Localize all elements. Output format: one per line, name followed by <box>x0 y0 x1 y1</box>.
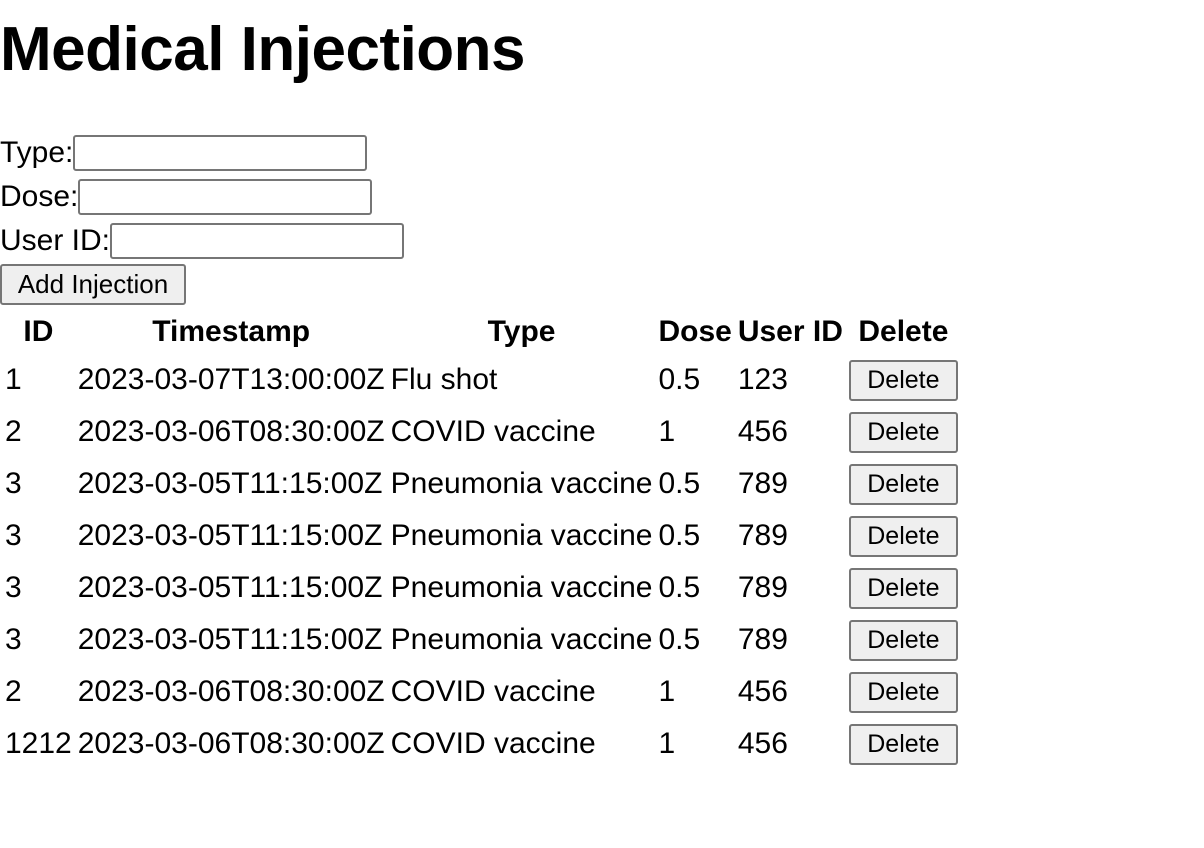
table-row: 3 2023-03-05T11:15:00Z Pneumonia vaccine… <box>4 616 959 664</box>
cell-dose: 0.5 <box>658 623 701 656</box>
cell-type: Pneumonia vaccine <box>390 623 653 656</box>
add-injection-button[interactable]: Add Injection <box>0 264 186 305</box>
table-row: 2 2023-03-06T08:30:00Z COVID vaccine 1 4… <box>4 408 959 456</box>
cell-user-id: 123 <box>737 363 788 396</box>
cell-type: COVID vaccine <box>390 415 596 448</box>
cell-id: 1212 <box>5 727 72 760</box>
type-input[interactable] <box>73 135 368 171</box>
cell-user-id: 789 <box>737 519 788 552</box>
cell-timestamp: 2023-03-06T08:30:00Z <box>77 675 385 708</box>
delete-button[interactable]: Delete <box>848 515 958 557</box>
cell-delete: Delete <box>848 512 959 560</box>
delete-button[interactable]: Delete <box>848 359 958 401</box>
dose-row: Dose: <box>0 175 373 219</box>
cell-delete: Delete <box>848 668 959 716</box>
table-row: 3 2023-03-05T11:15:00Z Pneumonia vaccine… <box>4 564 959 612</box>
table-header-row: ID Timestamp Type Dose User ID Delete <box>4 312 959 352</box>
cell-id: 3 <box>5 519 22 552</box>
cell-delete: Delete <box>848 720 959 768</box>
cell-timestamp: 2023-03-06T08:30:00Z <box>77 727 385 760</box>
cell-dose: 0.5 <box>658 467 701 500</box>
cell-delete: Delete <box>848 616 959 664</box>
table-row: 2 2023-03-06T08:30:00Z COVID vaccine 1 4… <box>4 668 959 716</box>
cell-dose: 0.5 <box>658 571 701 604</box>
cell-user-id: 456 <box>737 415 788 448</box>
delete-button[interactable]: Delete <box>848 567 958 609</box>
cell-id: 2 <box>5 415 22 448</box>
cell-timestamp: 2023-03-05T11:15:00Z <box>77 571 383 604</box>
cell-user-id: 456 <box>737 727 788 760</box>
cell-user-id: 789 <box>737 623 788 656</box>
column-header-dose: Dose <box>658 315 732 348</box>
cell-timestamp: 2023-03-06T08:30:00Z <box>77 415 385 448</box>
cell-type: COVID vaccine <box>390 675 596 708</box>
column-header-user-id: User ID <box>737 315 843 348</box>
dose-input[interactable] <box>78 179 373 215</box>
cell-timestamp: 2023-03-05T11:15:00Z <box>77 519 383 552</box>
cell-dose: 1 <box>658 415 676 448</box>
cell-dose: 0.5 <box>658 363 701 396</box>
column-header-timestamp: Timestamp <box>152 315 311 348</box>
cell-type: Flu shot <box>390 363 498 396</box>
cell-delete: Delete <box>848 356 959 404</box>
delete-button[interactable]: Delete <box>848 411 958 453</box>
delete-button[interactable]: Delete <box>848 723 958 765</box>
cell-delete: Delete <box>848 460 959 508</box>
cell-id: 2 <box>5 675 22 708</box>
column-header-type: Type <box>487 315 556 348</box>
delete-button[interactable]: Delete <box>848 463 958 505</box>
dose-label: Dose: <box>0 180 79 213</box>
cell-id: 3 <box>5 623 22 656</box>
cell-type: Pneumonia vaccine <box>390 571 653 604</box>
column-header-id: ID <box>23 315 54 348</box>
delete-button[interactable]: Delete <box>848 619 958 661</box>
user-id-row: User ID: <box>0 219 405 263</box>
table-row: 3 2023-03-05T11:15:00Z Pneumonia vaccine… <box>4 460 959 508</box>
cell-id: 1 <box>5 363 22 396</box>
cell-user-id: 456 <box>737 675 788 708</box>
cell-user-id: 789 <box>737 467 788 500</box>
cell-dose: 1 <box>658 675 676 708</box>
injections-table: ID Timestamp Type Dose User ID Delete 1 … <box>0 308 963 772</box>
user-id-label: User ID: <box>0 224 111 257</box>
table-row: 1 2023-03-07T13:00:00Z Flu shot 0.5 123 … <box>4 356 959 404</box>
cell-id: 3 <box>5 571 22 604</box>
cell-type: COVID vaccine <box>390 727 596 760</box>
cell-dose: 1 <box>658 727 676 760</box>
page-title: Medical Injections <box>0 15 526 84</box>
table-row: 1212 2023-03-06T08:30:00Z COVID vaccine … <box>4 720 959 768</box>
cell-dose: 0.5 <box>658 519 701 552</box>
cell-type: Pneumonia vaccine <box>390 467 653 500</box>
column-header-delete: Delete <box>858 315 949 348</box>
cell-type: Pneumonia vaccine <box>390 519 653 552</box>
user-id-input[interactable] <box>110 223 405 259</box>
cell-timestamp: 2023-03-07T13:00:00Z <box>77 363 385 396</box>
type-row: Type: <box>0 131 368 175</box>
cell-user-id: 789 <box>737 571 788 604</box>
cell-timestamp: 2023-03-05T11:15:00Z <box>77 623 383 656</box>
type-label: Type: <box>0 136 74 169</box>
cell-delete: Delete <box>848 408 959 456</box>
cell-timestamp: 2023-03-05T11:15:00Z <box>77 467 383 500</box>
cell-id: 3 <box>5 467 22 500</box>
cell-delete: Delete <box>848 564 959 612</box>
table-row: 3 2023-03-05T11:15:00Z Pneumonia vaccine… <box>4 512 959 560</box>
delete-button[interactable]: Delete <box>848 671 958 713</box>
